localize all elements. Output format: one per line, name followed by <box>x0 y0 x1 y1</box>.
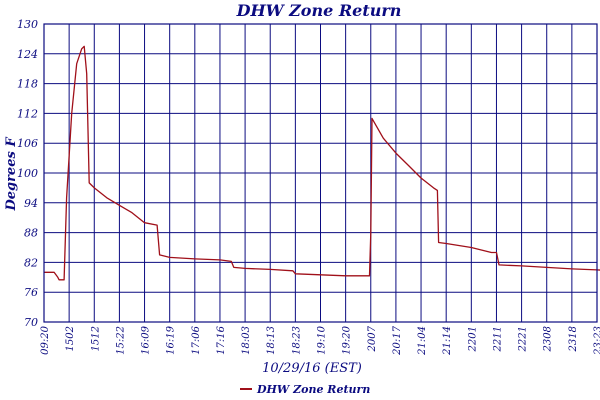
series-group <box>44 45 600 281</box>
x-tick-label: 2308 <box>543 326 554 352</box>
y-tick-label: 100 <box>17 167 38 180</box>
y-tick-label: 94 <box>24 197 38 210</box>
x-tick-label: 2201 <box>467 326 478 352</box>
chart-title: DHW Zone Return <box>236 1 402 20</box>
x-tick-label: 2221 <box>518 326 529 352</box>
x-tick-label: 2318 <box>568 326 579 352</box>
x-tick-label: 16:19 <box>166 325 177 354</box>
x-tick-label: 19:10 <box>317 325 328 354</box>
x-tick-label: 09:20 <box>40 325 51 354</box>
y-tick-label: 70 <box>24 316 38 329</box>
x-tick-label: 21:04 <box>417 326 428 356</box>
x-tick-label: 1502 <box>65 326 76 351</box>
x-tick-label: 18:13 <box>266 326 277 355</box>
y-tick-label: 88 <box>24 227 38 240</box>
y-tick-label: 124 <box>17 48 38 61</box>
y-tick-label: 82 <box>24 256 38 269</box>
x-tick-labels: 09:20 1502 1512 15:22 16:09 16:19 17:06 17:16 18… <box>40 325 600 355</box>
plot-frame <box>43 23 598 323</box>
series-line <box>44 45 600 281</box>
y-tick-label: 76 <box>24 286 38 299</box>
x-tick-label: 19:20 <box>342 325 353 354</box>
x-tick-label: 15:22 <box>115 326 126 355</box>
legend-label: DHW Zone Return <box>256 383 370 396</box>
x-axis-label: 10/29/16 (EST) <box>262 361 362 376</box>
x-tick-label: 21:14 <box>442 326 453 356</box>
y-tick-label: 106 <box>17 137 38 150</box>
y-tick-label: 130 <box>17 18 38 31</box>
y-tick-labels: 130 124 118 112 106 100 94 88 82 76 70 <box>17 18 38 329</box>
x-tick-label: 18:23 <box>291 326 302 355</box>
x-tick-label: 2211 <box>492 326 503 352</box>
x-tick-label: 20:17 <box>392 325 403 355</box>
x-tick-label: 17:06 <box>191 325 202 354</box>
legend: DHW Zone Return <box>240 383 370 396</box>
y-tick-label: 112 <box>17 107 38 120</box>
y-tick-label: 118 <box>17 78 38 91</box>
x-tick-label: 16:09 <box>141 325 152 354</box>
y-axis-label: Degrees F <box>4 137 19 212</box>
x-tick-label: 18:03 <box>241 326 252 355</box>
x-tick-label: 2007 <box>367 325 378 352</box>
x-tick-label: 23:23 <box>593 326 600 356</box>
gridlines <box>43 23 598 323</box>
x-tick-label: 1512 <box>90 326 101 351</box>
x-tick-label: 17:16 <box>216 325 227 354</box>
